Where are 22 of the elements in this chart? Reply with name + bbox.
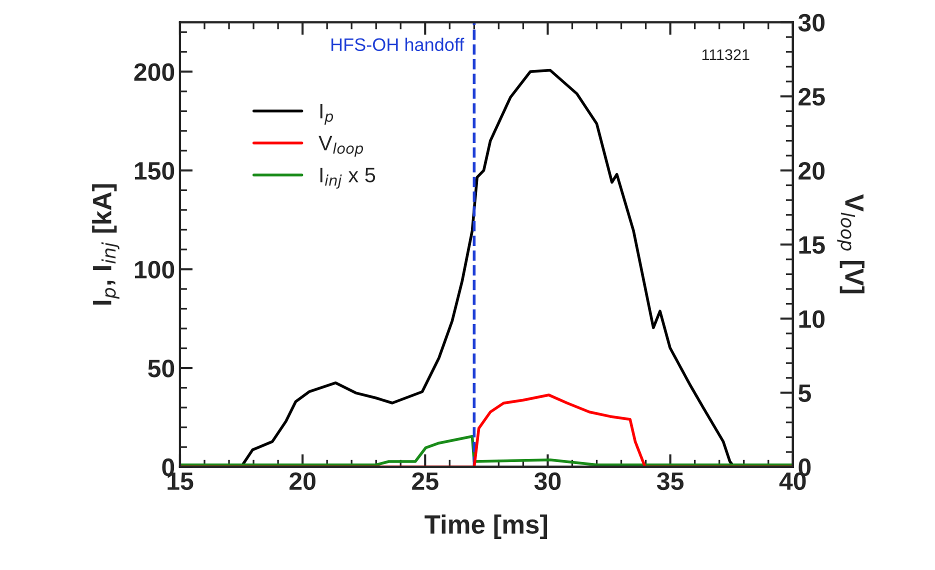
x-tick-label: 30 bbox=[534, 472, 561, 490]
y2-tick-label: 20 bbox=[798, 162, 825, 180]
x-tick-label: 20 bbox=[290, 472, 316, 490]
x-axis-title: Time [ms] bbox=[424, 514, 548, 540]
y-tick-label: 100 bbox=[134, 260, 174, 279]
x-tick-label: 25 bbox=[412, 472, 438, 490]
legend-label: I$_{p}$ bbox=[320, 104, 334, 125]
y2-tick-label: 5 bbox=[798, 384, 811, 402]
y-axis-title: I$_{p}$, I$_{inj}$ [kA] bbox=[92, 184, 120, 305]
x-tick-label: 35 bbox=[656, 472, 684, 490]
y-tick-label: 200 bbox=[134, 63, 174, 81]
y-tick-label: 150 bbox=[134, 162, 174, 180]
y2-tick-label: 15 bbox=[799, 236, 825, 254]
annotation: 111321 bbox=[702, 49, 750, 60]
y2-tick-label: 10 bbox=[799, 310, 825, 328]
y2-tick-label: 30 bbox=[798, 14, 825, 32]
y-tick-label: 50 bbox=[148, 360, 174, 378]
y2-tick-label: 25 bbox=[798, 88, 825, 106]
legend-label: I$_{inj}$ x 5 bbox=[320, 168, 376, 189]
y2-axis-title: V$_{loop}$ [V] bbox=[837, 194, 864, 294]
ref-line-label: HFS-OH handoff bbox=[331, 38, 464, 52]
legend-label: V$_{loop}$ bbox=[318, 136, 364, 157]
